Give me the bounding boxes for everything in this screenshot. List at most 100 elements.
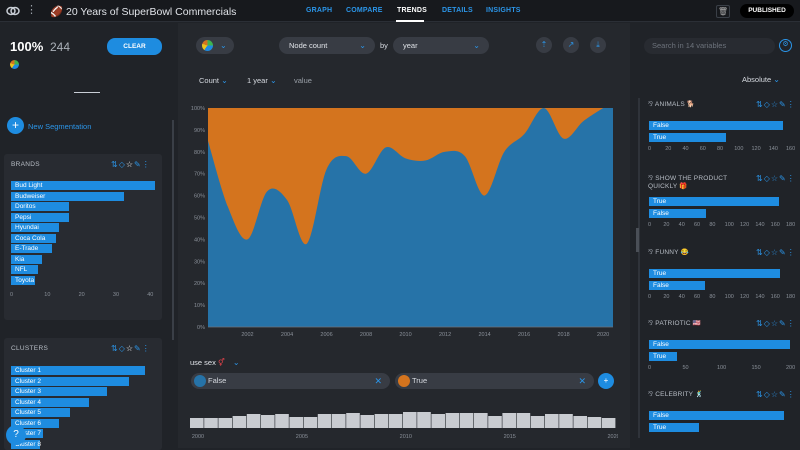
list-bar-item[interactable]: Pepsi: [11, 212, 70, 222]
tab-compare[interactable]: COMPARE: [346, 7, 383, 14]
tab-trends[interactable]: TRENDS: [397, 7, 427, 14]
histogram-bar[interactable]: [403, 412, 417, 428]
more-icon[interactable]: ⋮: [786, 100, 796, 109]
list-bar-item[interactable]: Cluster 7: [11, 429, 44, 438]
star-icon[interactable]: ☆: [125, 160, 135, 169]
histogram-bar[interactable]: [275, 414, 289, 428]
variable-actions[interactable]: ⇅◇☆✎⋮: [756, 100, 796, 109]
help-button[interactable]: ?: [6, 425, 26, 445]
histogram-bar[interactable]: [317, 414, 332, 428]
histogram-bar[interactable]: [374, 414, 389, 428]
more-icon[interactable]: ⋮: [786, 390, 796, 399]
histogram-bar[interactable]: [303, 417, 318, 428]
filter-drop-icon[interactable]: ◇: [763, 174, 771, 183]
segment-color-dot[interactable]: [194, 375, 206, 387]
histogram-bar[interactable]: [601, 418, 616, 428]
list-bar-item[interactable]: Cluster 2: [11, 376, 129, 386]
variable-bar[interactable]: True: [649, 269, 781, 278]
sort-icon[interactable]: ⇅: [756, 319, 764, 328]
left-scrollbar[interactable]: [172, 120, 174, 340]
variable-actions[interactable]: ⇅◇☆✎⋮: [756, 319, 796, 328]
filter-drop-icon[interactable]: ◇: [118, 160, 126, 169]
close-icon[interactable]: ✕: [578, 376, 586, 386]
variable-bar[interactable]: True: [649, 133, 726, 142]
star-icon[interactable]: ☆: [770, 319, 780, 328]
edit-icon[interactable]: ✎: [779, 390, 787, 399]
edit-icon[interactable]: ✎: [134, 160, 142, 169]
list-bar-item[interactable]: Doritos: [11, 202, 70, 211]
histogram-bar[interactable]: [445, 413, 460, 428]
variable-title[interactable]: ⅋ PATRIOTIC 🇺🇸: [648, 320, 730, 328]
variable-title[interactable]: ⅋ FUNNY 😂: [648, 249, 730, 257]
variable-bar[interactable]: False: [649, 411, 785, 420]
filter-drop-icon[interactable]: ◇: [118, 344, 126, 353]
list-bar-item[interactable]: Bud Light: [11, 181, 155, 190]
segment-chip-false[interactable]: False ✕: [191, 373, 390, 389]
edit-icon[interactable]: ✎: [779, 319, 787, 328]
variable-actions[interactable]: ⇅◇☆✎⋮: [756, 390, 796, 399]
filter-drop-icon[interactable]: ◇: [763, 100, 771, 109]
tab-details[interactable]: DETAILS: [442, 7, 473, 14]
group-by-select[interactable]: year ⌄: [393, 37, 489, 54]
star-icon[interactable]: ☆: [770, 390, 780, 399]
more-icon[interactable]: ⋮: [141, 344, 151, 353]
trend-line-icon[interactable]: ↗: [563, 37, 579, 53]
edit-icon[interactable]: ✎: [134, 344, 142, 353]
histogram-bar[interactable]: [573, 416, 587, 428]
series-false-area[interactable]: [208, 108, 613, 327]
close-icon[interactable]: ✕: [374, 376, 382, 386]
histogram-bar[interactable]: [417, 412, 431, 428]
variable-actions[interactable]: ⇅◇☆✎⋮: [756, 248, 796, 257]
histogram-bar[interactable]: [346, 413, 360, 428]
histogram-bar[interactable]: [204, 418, 218, 428]
clear-button[interactable]: CLEAR: [107, 38, 162, 55]
star-icon[interactable]: ☆: [125, 344, 135, 353]
segment-variable-select[interactable]: use sex ⚥ ⌄: [190, 358, 240, 367]
histogram-bar[interactable]: [218, 418, 232, 428]
edit-icon[interactable]: ✎: [779, 174, 787, 183]
project-title[interactable]: 🏈 20 Years of SuperBowl Commercials: [50, 5, 236, 18]
list-bar-item[interactable]: E-Trade: [11, 244, 53, 253]
variable-bar[interactable]: False: [649, 209, 706, 218]
list-bar-item[interactable]: Coca Cola: [11, 233, 56, 243]
histogram-bar[interactable]: [587, 417, 602, 428]
histogram-bar[interactable]: [246, 414, 261, 428]
brands-card-actions[interactable]: ⇅◇☆✎⋮: [111, 160, 151, 169]
variable-bar[interactable]: True: [649, 197, 780, 206]
histogram-bar[interactable]: [289, 417, 303, 428]
variable-bar[interactable]: False: [649, 281, 705, 290]
list-bar-item[interactable]: Cluster 4: [11, 397, 89, 407]
more-icon[interactable]: ⋮: [786, 319, 796, 328]
filter-drop-icon[interactable]: ◇: [763, 390, 771, 399]
histogram-bar[interactable]: [502, 413, 516, 428]
tab-insights[interactable]: INSIGHTS: [486, 7, 521, 14]
histogram-bar[interactable]: [431, 414, 445, 428]
variable-title[interactable]: ⅋ SHOW THE PRODUCT QUICKLY 🎁: [648, 175, 730, 191]
sort-mode-select[interactable]: Absolute ⌄: [742, 75, 780, 84]
list-bar-item[interactable]: Toyota: [11, 275, 35, 285]
histogram-bar[interactable]: [190, 418, 204, 428]
list-bar-item[interactable]: Cluster 1: [11, 366, 145, 375]
histogram-bar[interactable]: [332, 414, 346, 428]
palette-selector[interactable]: ⌄: [196, 37, 234, 54]
variable-bar[interactable]: True: [649, 352, 677, 361]
add-segmentation-icon[interactable]: +: [7, 117, 24, 134]
variable-search-input[interactable]: Search in 14 variables: [644, 38, 775, 54]
stacked-area-chart[interactable]: 0% 10% 20% 30% 40% 50% 60% 70% 80% 90% 100% 2002 200…: [188, 100, 618, 342]
variable-title[interactable]: ⅋ CELEBRITY 🕺: [648, 391, 730, 399]
filter-drop-icon[interactable]: ◇: [763, 319, 771, 328]
app-logo-icon[interactable]: [6, 6, 20, 16]
segment-color-dot[interactable]: [398, 375, 410, 387]
star-icon[interactable]: ☆: [770, 100, 780, 109]
add-segment-button[interactable]: +: [598, 373, 614, 389]
sort-icon[interactable]: ⇅: [756, 174, 764, 183]
variable-bar[interactable]: True: [649, 423, 700, 432]
right-scroll-thumb[interactable]: [636, 228, 639, 252]
list-bar-item[interactable]: Cluster 3: [11, 387, 108, 396]
variable-actions[interactable]: ⇅◇☆✎⋮: [756, 174, 796, 183]
pin-icon[interactable]: ⇡: [536, 37, 552, 53]
clusters-card-actions[interactable]: ⇅◇☆✎⋮: [111, 344, 151, 353]
variable-title[interactable]: ⅋ ANIMALS 🐕: [648, 101, 730, 109]
list-bar-item[interactable]: Cluster 6: [11, 418, 60, 428]
sort-icon[interactable]: ⇅: [756, 248, 764, 257]
